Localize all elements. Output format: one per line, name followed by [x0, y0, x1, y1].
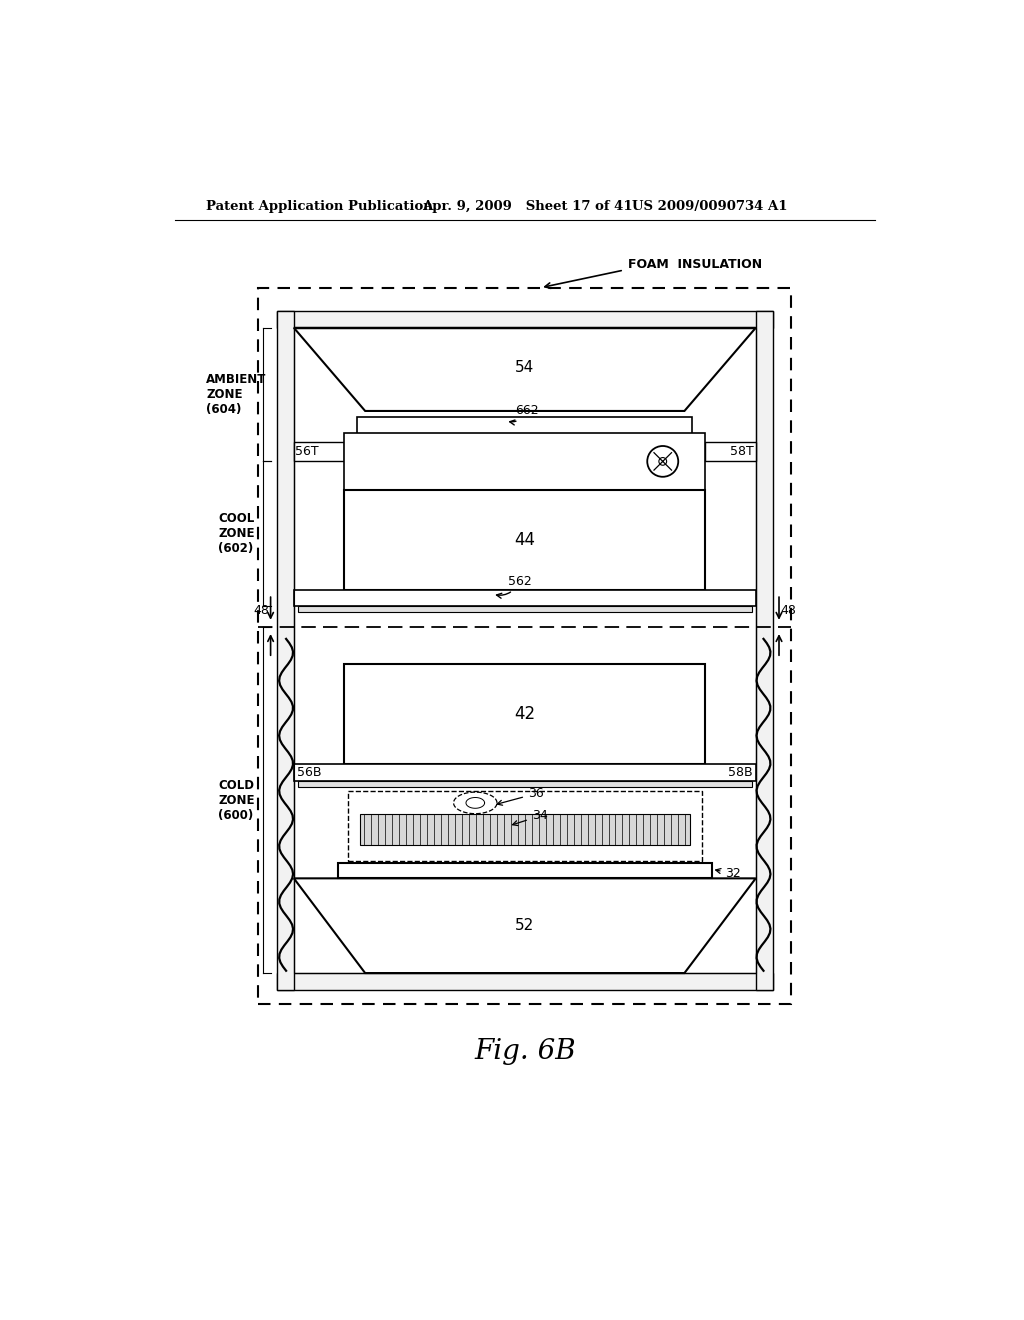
Text: 42: 42	[514, 705, 536, 723]
Text: 48: 48	[780, 603, 797, 616]
Text: COOL
ZONE
(602): COOL ZONE (602)	[218, 512, 255, 554]
Bar	[294, 764, 756, 781]
Text: 56T: 56T	[295, 445, 319, 458]
Text: 32: 32	[716, 867, 741, 880]
Text: FOAM  INSULATION: FOAM INSULATION	[628, 259, 762, 271]
Bar	[276, 312, 294, 990]
Bar	[276, 973, 773, 990]
Text: AMBIENT
ZONE
(604): AMBIENT ZONE (604)	[206, 374, 266, 416]
Bar	[344, 664, 706, 764]
Text: 562: 562	[497, 574, 531, 598]
Text: 56B: 56B	[297, 767, 322, 779]
Bar	[344, 433, 706, 490]
Bar	[706, 442, 756, 461]
Bar	[361, 434, 688, 438]
Bar	[294, 442, 344, 461]
Text: 52: 52	[515, 919, 535, 933]
Text: 54: 54	[515, 360, 535, 375]
Bar	[294, 590, 756, 606]
Text: Patent Application Publication: Patent Application Publication	[206, 199, 432, 213]
Bar	[344, 490, 706, 590]
Text: Apr. 9, 2009   Sheet 17 of 41: Apr. 9, 2009 Sheet 17 of 41	[423, 199, 633, 213]
Bar	[756, 312, 773, 990]
Text: 34: 34	[513, 809, 548, 825]
Bar	[298, 781, 752, 788]
Bar	[258, 288, 792, 1003]
Bar	[298, 606, 752, 612]
Text: 44: 44	[514, 532, 536, 549]
Text: 36: 36	[497, 787, 544, 805]
Bar	[276, 312, 773, 327]
Bar	[359, 814, 690, 845]
Text: 48: 48	[253, 603, 269, 616]
Text: COLD
ZONE
(600): COLD ZONE (600)	[218, 779, 255, 821]
Text: US 2009/0090734 A1: US 2009/0090734 A1	[632, 199, 787, 213]
Bar	[338, 863, 712, 878]
Text: Fig. 6B: Fig. 6B	[474, 1038, 575, 1065]
Text: 58B: 58B	[728, 767, 753, 779]
Text: 58T: 58T	[730, 445, 755, 458]
Bar	[348, 792, 701, 862]
Text: 662: 662	[510, 404, 539, 425]
Bar	[357, 417, 692, 434]
